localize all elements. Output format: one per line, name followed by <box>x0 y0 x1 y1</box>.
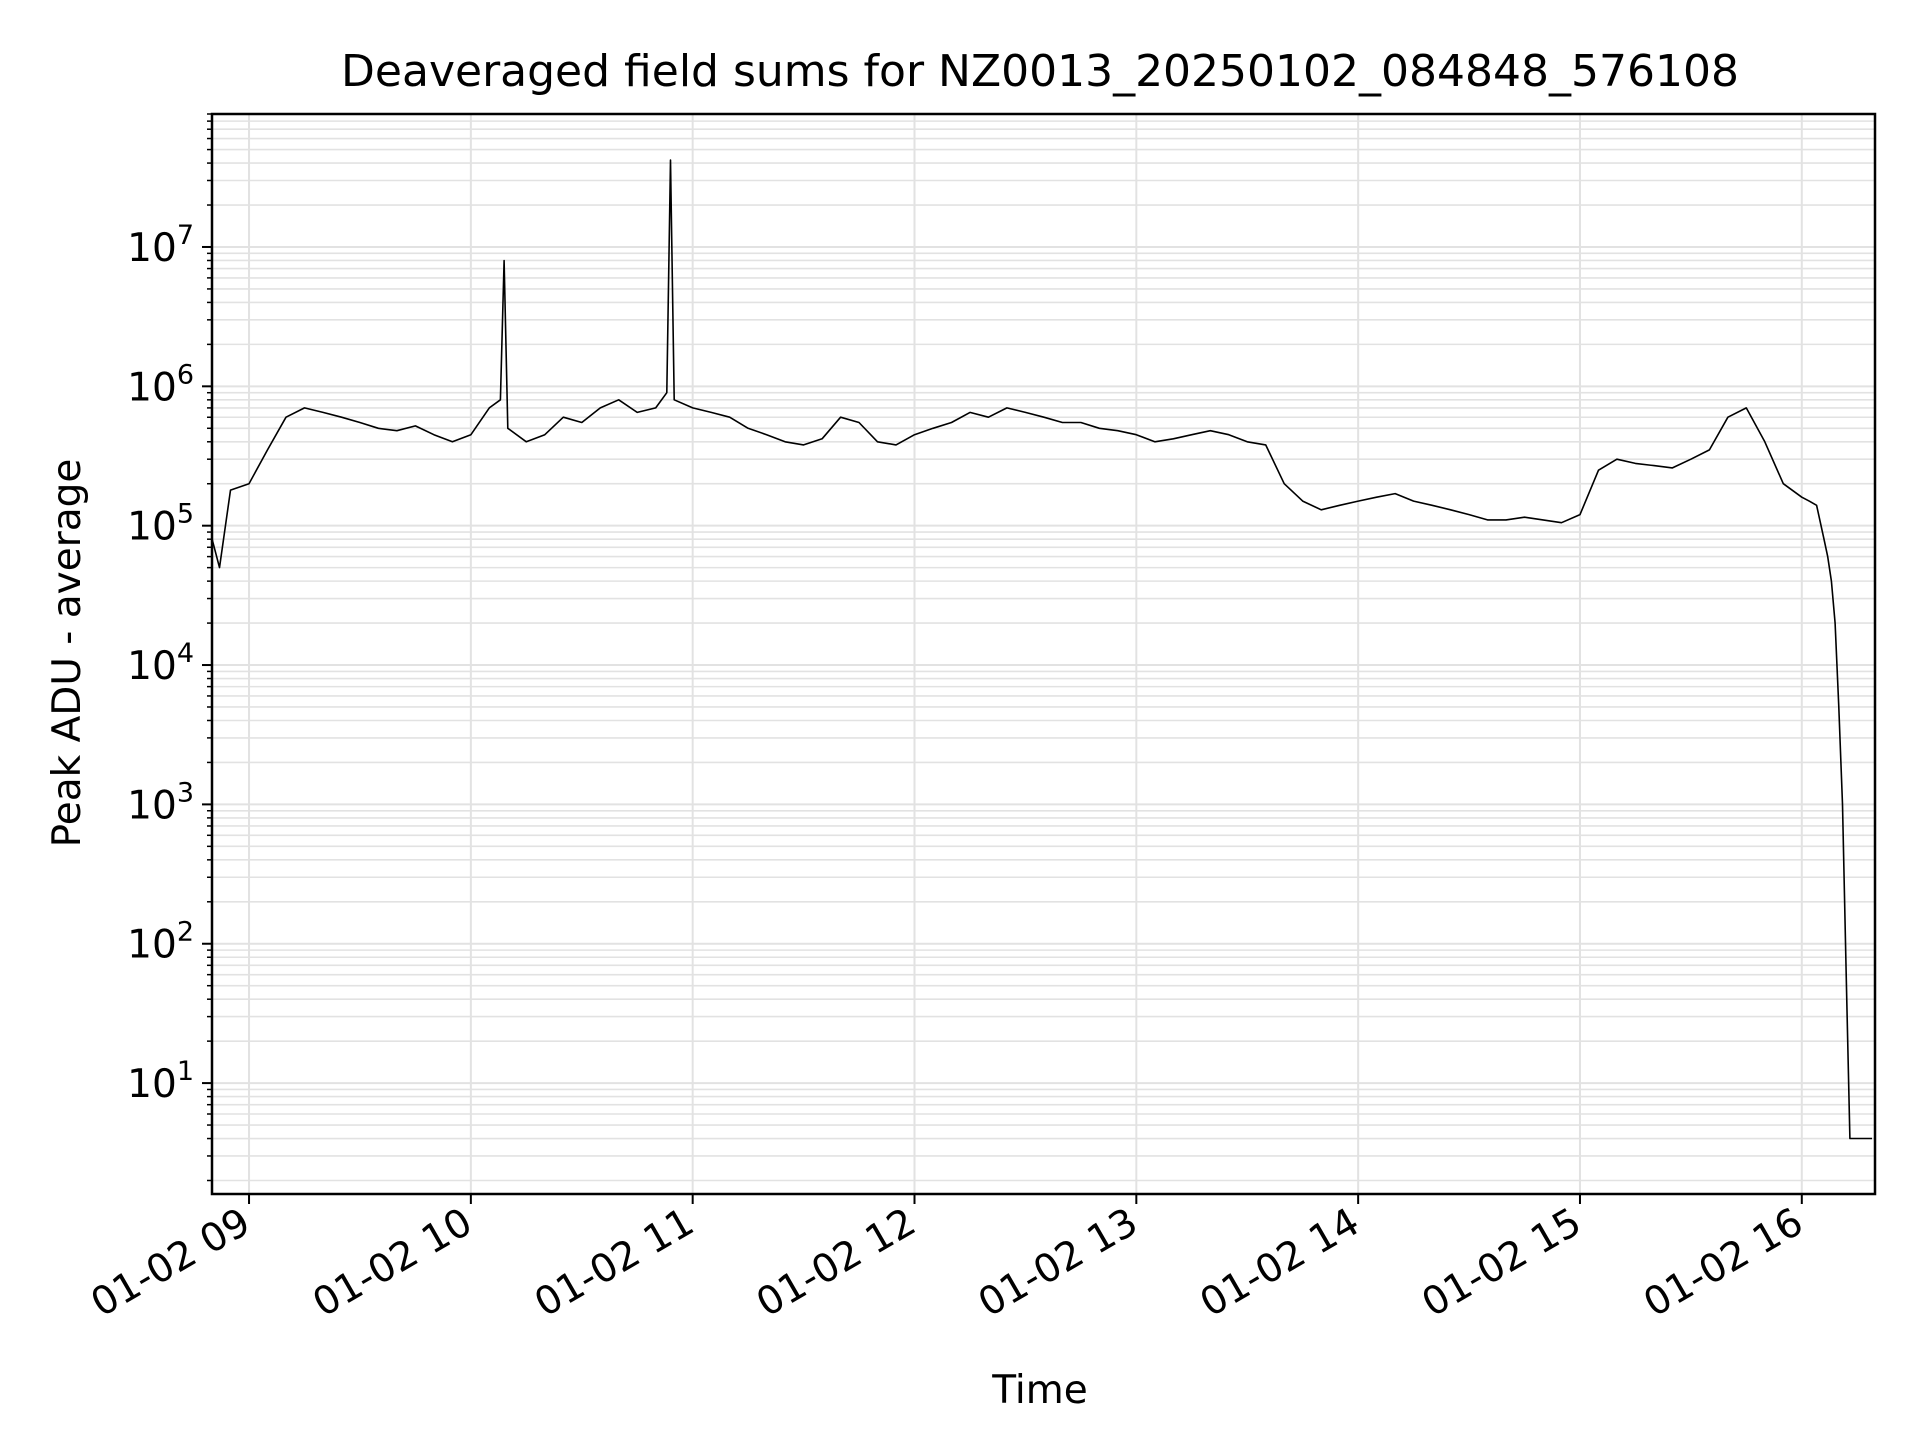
plot-frame <box>210 112 1877 1196</box>
y-tick-label: 102 <box>127 917 194 968</box>
y-tick-label: 104 <box>127 638 194 689</box>
y-tick-label: 107 <box>127 220 194 271</box>
y-tick-label: 105 <box>127 499 194 550</box>
series-line <box>211 159 1872 1140</box>
grid <box>212 113 1875 1194</box>
y-tick-label: 103 <box>127 777 194 828</box>
y-tick-label: 101 <box>127 1056 194 1107</box>
x-axis-label: Time <box>991 1368 1087 1413</box>
series-layer <box>211 159 1872 1140</box>
y-tick-label: 106 <box>127 359 194 410</box>
chart-title: Deaveraged field sums for NZ0013_2025010… <box>341 46 1739 97</box>
y-axis-label: Peak ADU - average <box>45 459 90 848</box>
